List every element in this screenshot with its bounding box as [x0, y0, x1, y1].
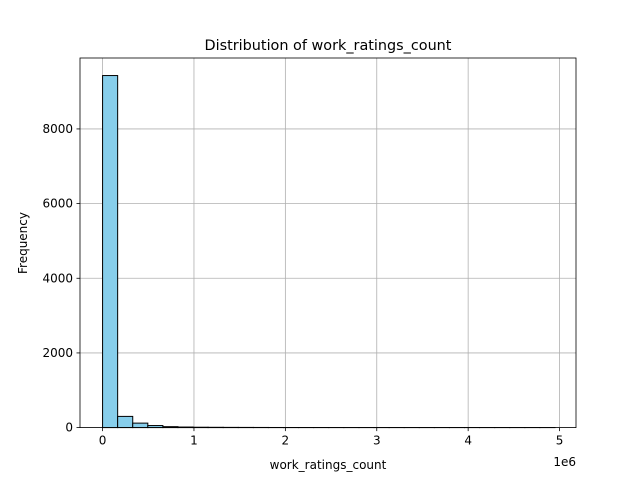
- histogram-bar: [117, 415, 134, 429]
- x-tick-label: 5: [556, 434, 564, 448]
- y-axis-ticks: 0 2000 4000 6000 8000: [42, 122, 80, 435]
- histogram-bar: [102, 75, 119, 429]
- y-tick-label: 6000: [42, 197, 73, 211]
- x-axis-ticks: 0 1 2 3 4 5: [99, 427, 564, 448]
- x-tick-label: 2: [282, 434, 290, 448]
- y-tick-label: 8000: [42, 122, 73, 136]
- x-tick-label: 1: [190, 434, 198, 448]
- x-axis-offset-label: 1e6: [553, 455, 576, 469]
- histogram-bar: [132, 422, 149, 429]
- y-tick-label: 4000: [42, 271, 73, 285]
- chart-title: Distribution of work_ratings_count: [205, 38, 452, 54]
- y-axis-label: Frequency: [16, 212, 30, 274]
- y-tick-label: 2000: [42, 346, 73, 360]
- x-tick-label: 4: [464, 434, 472, 448]
- y-tick-label: 0: [65, 421, 73, 435]
- x-tick-label: 3: [373, 434, 381, 448]
- x-tick-label: 0: [99, 434, 107, 448]
- plot-area-frame: [79, 57, 577, 429]
- x-axis-label: work_ratings_count: [270, 458, 387, 472]
